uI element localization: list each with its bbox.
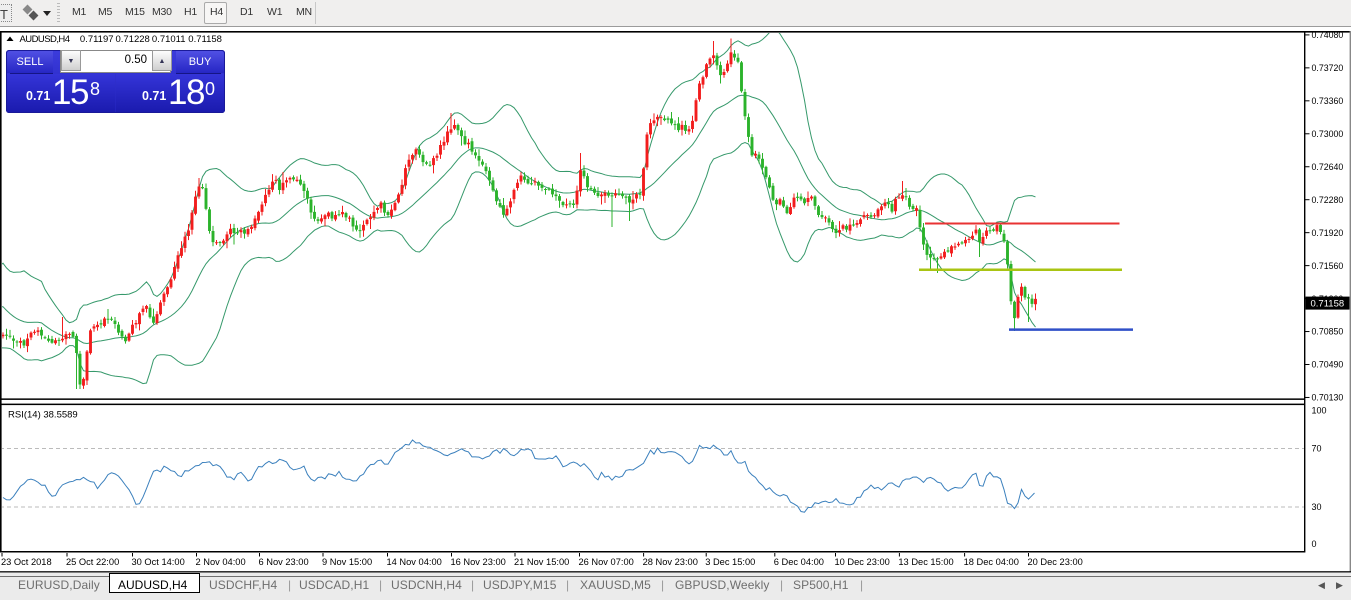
svg-text:20 Dec 23:00: 20 Dec 23:00 — [1028, 557, 1083, 567]
svg-text:0.71158: 0.71158 — [188, 34, 222, 45]
svg-text:6 Dec 04:00: 6 Dec 04:00 — [774, 557, 824, 567]
svg-text:26 Nov 07:00: 26 Nov 07:00 — [579, 557, 634, 567]
svg-text:0.70850: 0.70850 — [1312, 327, 1344, 337]
svg-text:30: 30 — [1312, 502, 1322, 512]
svg-text:0.74080: 0.74080 — [1312, 30, 1344, 40]
svg-text:16 Nov 23:00: 16 Nov 23:00 — [451, 557, 506, 567]
svg-text:13 Dec 15:00: 13 Dec 15:00 — [898, 557, 953, 567]
svg-text:0.71920: 0.71920 — [1312, 228, 1344, 238]
svg-text:100: 100 — [1312, 405, 1327, 415]
svg-text:6 Nov 23:00: 6 Nov 23:00 — [259, 557, 309, 567]
svg-text:30 Oct 14:00: 30 Oct 14:00 — [132, 557, 185, 567]
svg-text:2 Nov 04:00: 2 Nov 04:00 — [196, 557, 246, 567]
svg-text:70: 70 — [1312, 444, 1322, 454]
svg-text:AUDUSD,H4: AUDUSD,H4 — [20, 34, 70, 45]
svg-text:0.71011: 0.71011 — [152, 34, 186, 45]
svg-text:21 Nov 15:00: 21 Nov 15:00 — [514, 557, 569, 567]
svg-text:0: 0 — [1312, 539, 1317, 549]
svg-text:9 Nov 15:00: 9 Nov 15:00 — [322, 557, 372, 567]
svg-text:10 Dec 23:00: 10 Dec 23:00 — [835, 557, 890, 567]
svg-text:25 Oct 22:00: 25 Oct 22:00 — [66, 557, 119, 567]
svg-text:3 Dec 15:00: 3 Dec 15:00 — [705, 557, 755, 567]
svg-text:0.72280: 0.72280 — [1312, 195, 1344, 205]
svg-text:RSI(14) 38.5589: RSI(14) 38.5589 — [8, 410, 78, 421]
svg-text:0.71158: 0.71158 — [1311, 299, 1345, 310]
svg-text:0.71197: 0.71197 — [80, 34, 114, 45]
svg-text:0.71560: 0.71560 — [1312, 261, 1344, 271]
svg-text:0.73360: 0.73360 — [1312, 96, 1344, 106]
svg-text:0.72640: 0.72640 — [1312, 162, 1344, 172]
svg-text:0.71228: 0.71228 — [116, 34, 150, 45]
svg-text:0.70130: 0.70130 — [1312, 393, 1344, 403]
svg-text:0.70490: 0.70490 — [1312, 360, 1344, 370]
svg-text:23 Oct 2018: 23 Oct 2018 — [1, 557, 52, 567]
svg-text:28 Nov 23:00: 28 Nov 23:00 — [643, 557, 698, 567]
svg-text:0.73000: 0.73000 — [1312, 129, 1344, 139]
svg-text:14 Nov 04:00: 14 Nov 04:00 — [387, 557, 442, 567]
svg-text:0.73720: 0.73720 — [1312, 63, 1344, 73]
svg-text:18 Dec 04:00: 18 Dec 04:00 — [964, 557, 1019, 567]
